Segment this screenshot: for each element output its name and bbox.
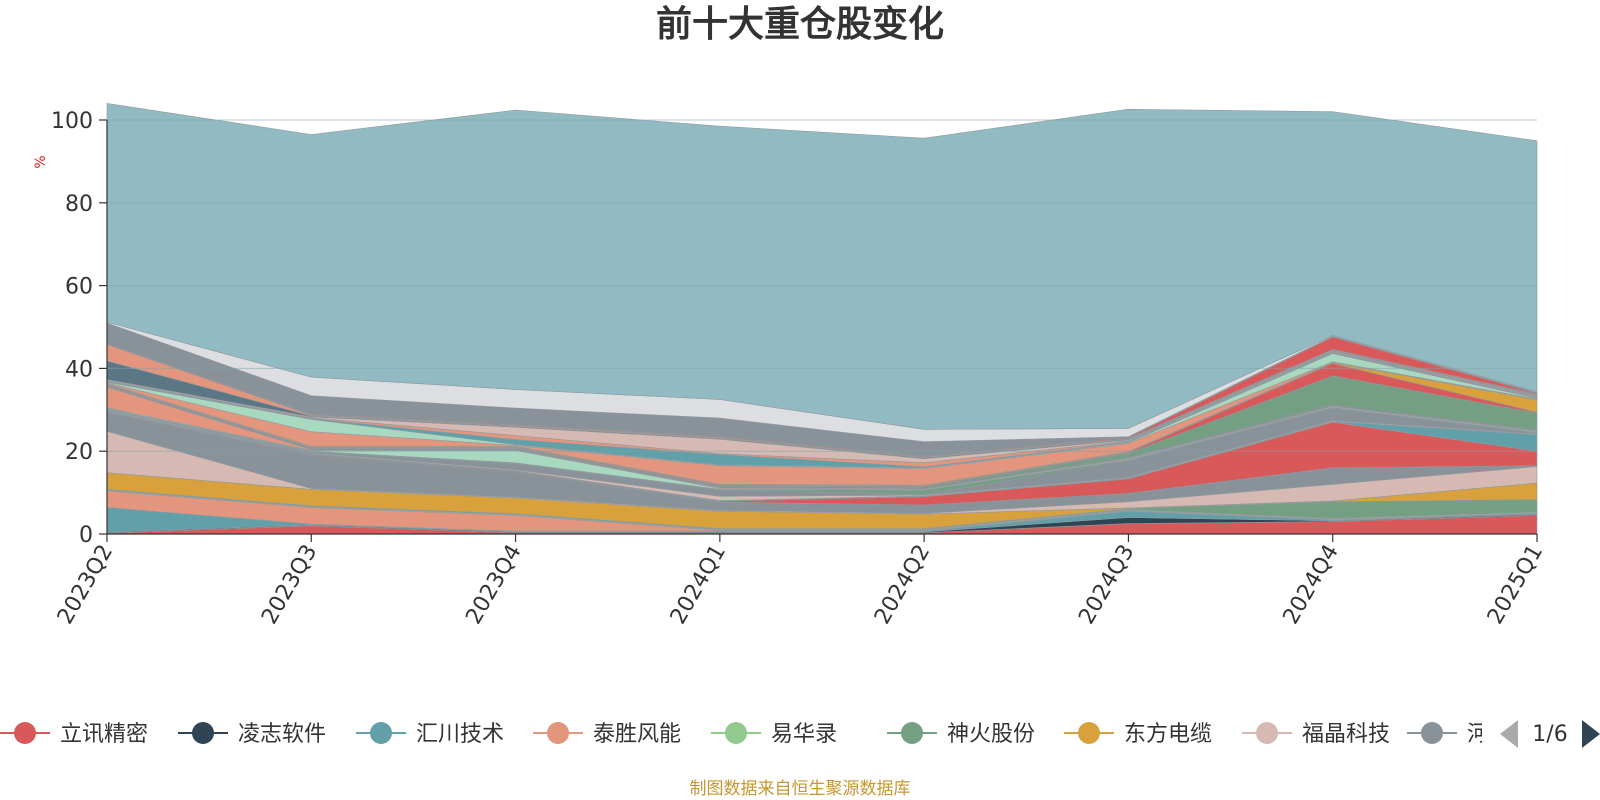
legend-circle-marker: [901, 722, 923, 744]
legend-circle-marker: [1421, 722, 1443, 744]
x-tick-label-2: 2023Q4: [461, 541, 526, 629]
legend-circle-marker: [370, 722, 392, 744]
legend-next-page-icon[interactable]: [1582, 720, 1600, 748]
legend: 立讯精密 凌志软件 汇川技术 泰胜风能 易华录 神火股份 东方电缆 福晶科技 河钢资源: [0, 722, 1555, 747]
y-tick-label-1: 20: [65, 440, 93, 465]
x-tick-label-0: 2023Q2: [53, 541, 118, 629]
legend-label: 易华录: [771, 722, 837, 747]
data-source-note: 制图数据来自恒生聚源数据库: [690, 779, 911, 799]
legend-item[interactable]: 东方电缆: [1064, 722, 1212, 747]
x-tick-label-1: 2023Q3: [257, 541, 322, 629]
legend-circle-marker: [1256, 722, 1278, 744]
chart-title: 前十大重仓股变化: [656, 3, 944, 45]
plot-area: [106, 103, 1538, 535]
y-tick-label-5: 100: [51, 109, 93, 134]
legend-item[interactable]: 汇川技术: [356, 722, 504, 747]
y-tick-label-2: 40: [65, 357, 93, 382]
area-series-31: [106, 103, 1538, 430]
legend-circle-marker: [192, 722, 214, 744]
grid-lines: [107, 119, 1537, 452]
legend-circle-marker: [725, 722, 747, 744]
x-tick-label-6: 2024Q4: [1279, 541, 1344, 629]
legend-page-indicator: 1/6: [1532, 722, 1567, 747]
y-tick-label-4: 80: [65, 192, 93, 217]
legend-item[interactable]: 河钢资源: [1407, 722, 1555, 747]
legend-label: 泰胜风能: [593, 722, 681, 747]
legend-item[interactable]: 易华录: [711, 722, 837, 747]
legend-circle-marker: [14, 722, 36, 744]
legend-label: 凌志软件: [238, 722, 326, 747]
x-tick-label-5: 2024Q3: [1074, 541, 1139, 629]
legend-label: 东方电缆: [1124, 722, 1212, 747]
legend-label: 立讯精密: [60, 722, 148, 747]
legend-circle-marker: [547, 722, 569, 744]
x-tick-label-3: 2024Q1: [666, 541, 731, 629]
legend-item[interactable]: 立讯精密: [0, 722, 148, 747]
x-tick-label-4: 2024Q2: [870, 541, 935, 629]
legend-label: 河钢资源: [1467, 722, 1555, 747]
x-tick-label-7: 2025Q1: [1483, 541, 1548, 629]
legend-pager: 1/6: [1500, 720, 1600, 748]
legend-item[interactable]: 泰胜风能: [533, 722, 681, 747]
legend-items: 立讯精密 凌志软件 汇川技术 泰胜风能 易华录 神火股份 东方电缆 福晶科技 河钢资源: [0, 722, 1555, 747]
legend-circle-marker: [1078, 722, 1100, 744]
legend-item[interactable]: 神火股份: [887, 722, 1035, 747]
y-axis-unit-label: %: [33, 155, 49, 168]
legend-item[interactable]: 福晶科技: [1242, 722, 1390, 747]
legend-label: 汇川技术: [416, 722, 504, 747]
legend-prev-page-icon[interactable]: [1500, 720, 1518, 748]
legend-label: 神火股份: [947, 722, 1035, 747]
legend-item[interactable]: 凌志软件: [178, 722, 326, 747]
y-tick-label-0: 0: [79, 523, 93, 548]
legend-label: 福晶科技: [1302, 722, 1390, 747]
y-tick-label-3: 60: [65, 275, 93, 300]
